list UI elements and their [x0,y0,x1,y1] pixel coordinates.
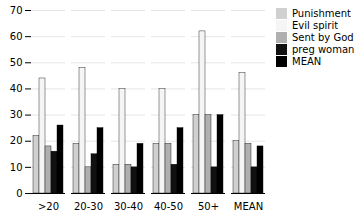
svg-text:70: 70 [10,5,23,16]
svg-text:30-40: 30-40 [114,201,143,212]
html-text:preg woman: preg woman [292,44,355,55]
svg-text:50+: 50+ [198,201,219,212]
svg-text:40-50: 40-50 [154,201,183,212]
svg-text:MEAN: MEAN [234,201,263,212]
svg-text:50: 50 [10,57,23,68]
svg-text:60: 60 [10,31,23,42]
html-text:Sent by God: Sent by God [292,32,354,43]
svg-text:>20: >20 [38,201,59,212]
svg-text:0: 0 [16,188,22,199]
svg-text:20: 20 [10,135,23,146]
svg-text:40: 40 [10,83,23,94]
html-text:Evil spirit: Evil spirit [292,20,339,31]
svg-text:20-30: 20-30 [74,201,103,212]
html-text:Punishment: Punishment [292,8,351,19]
svg-text:10: 10 [10,162,23,173]
html-text:MEAN: MEAN [292,56,322,67]
svg-text:30: 30 [10,109,23,120]
